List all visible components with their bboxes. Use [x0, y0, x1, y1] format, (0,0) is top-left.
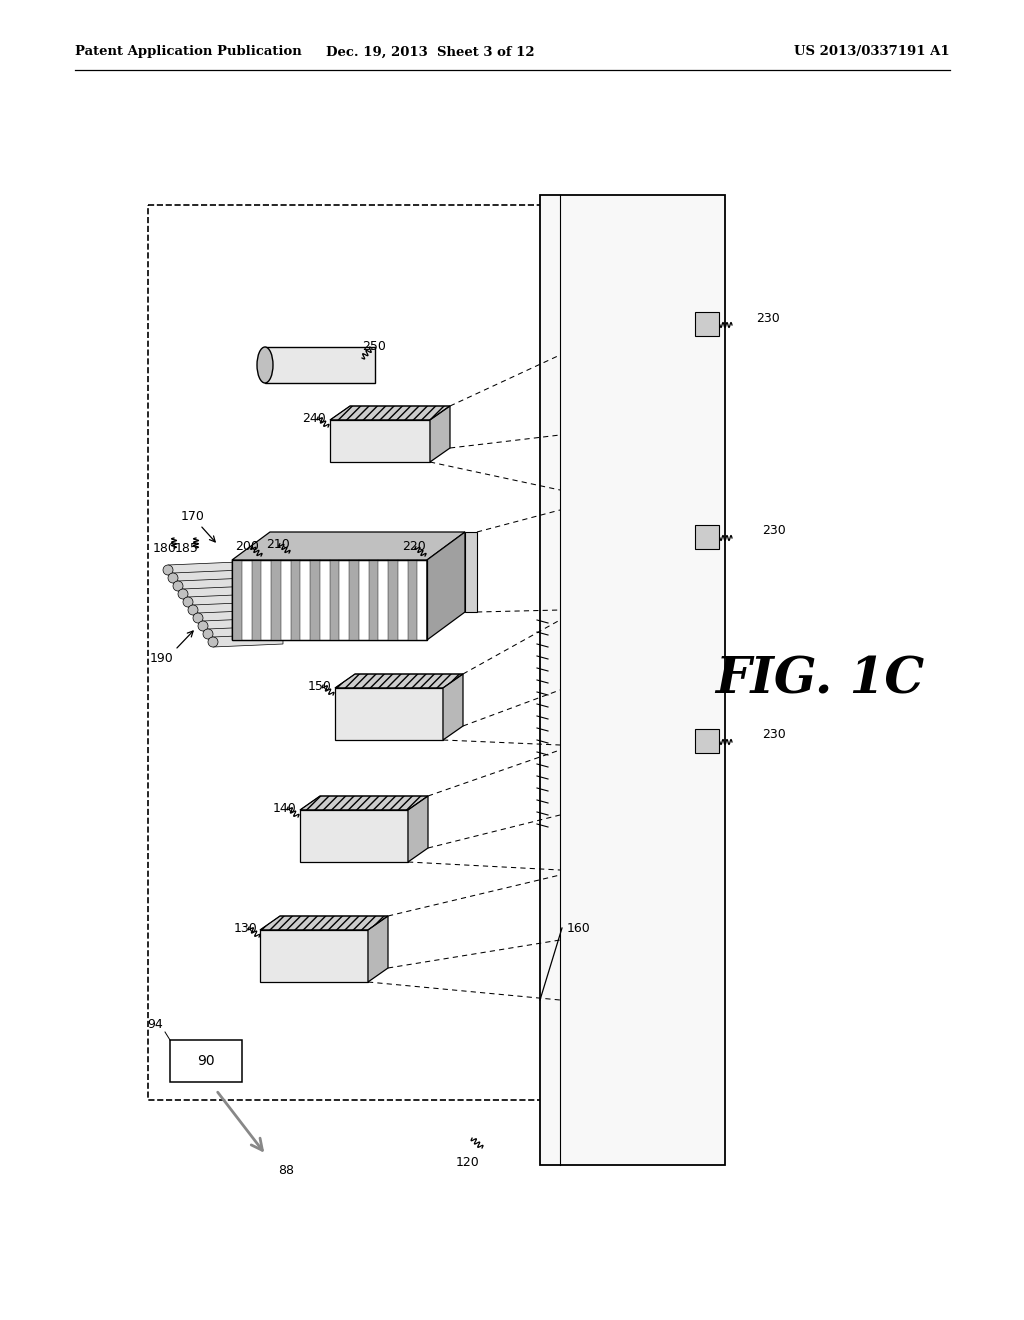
FancyBboxPatch shape — [695, 312, 719, 337]
Polygon shape — [368, 916, 388, 982]
Ellipse shape — [163, 565, 173, 576]
Polygon shape — [330, 407, 450, 420]
FancyBboxPatch shape — [695, 729, 719, 752]
Text: 240: 240 — [302, 412, 326, 425]
Polygon shape — [430, 407, 450, 462]
Text: 180: 180 — [153, 541, 177, 554]
Polygon shape — [310, 560, 319, 640]
Polygon shape — [408, 560, 417, 640]
Polygon shape — [271, 560, 281, 640]
Polygon shape — [260, 916, 388, 931]
Text: FIG. 1C: FIG. 1C — [716, 656, 925, 705]
Text: 130: 130 — [234, 921, 258, 935]
Polygon shape — [203, 618, 273, 631]
Text: Patent Application Publication: Patent Application Publication — [75, 45, 302, 58]
Polygon shape — [300, 796, 428, 810]
Polygon shape — [300, 810, 408, 862]
Text: 94: 94 — [147, 1019, 163, 1031]
Ellipse shape — [208, 638, 218, 647]
Polygon shape — [388, 560, 397, 640]
Polygon shape — [265, 347, 375, 383]
Polygon shape — [335, 688, 443, 741]
Polygon shape — [168, 562, 238, 576]
Polygon shape — [252, 560, 261, 640]
Polygon shape — [208, 626, 278, 639]
Text: 170: 170 — [181, 511, 205, 524]
Text: 210: 210 — [266, 537, 290, 550]
Text: 220: 220 — [402, 540, 426, 553]
Text: 230: 230 — [756, 312, 779, 325]
Polygon shape — [178, 578, 248, 591]
Polygon shape — [232, 560, 427, 640]
Polygon shape — [232, 560, 242, 640]
Polygon shape — [330, 420, 430, 462]
Ellipse shape — [178, 589, 188, 599]
Ellipse shape — [188, 605, 198, 615]
Polygon shape — [427, 532, 465, 640]
Ellipse shape — [183, 597, 193, 607]
Polygon shape — [335, 675, 463, 688]
Polygon shape — [188, 594, 258, 607]
Polygon shape — [369, 560, 378, 640]
Polygon shape — [193, 602, 263, 615]
FancyBboxPatch shape — [695, 525, 719, 549]
Text: 230: 230 — [762, 729, 785, 742]
Text: 230: 230 — [762, 524, 785, 536]
Text: 140: 140 — [273, 801, 297, 814]
Polygon shape — [232, 532, 465, 560]
Polygon shape — [540, 195, 725, 1166]
Text: 185: 185 — [175, 541, 199, 554]
Polygon shape — [349, 560, 358, 640]
Polygon shape — [183, 586, 253, 599]
Text: 90: 90 — [198, 1053, 215, 1068]
Text: 88: 88 — [278, 1163, 294, 1176]
Polygon shape — [291, 560, 300, 640]
Text: 160: 160 — [567, 921, 591, 935]
Text: US 2013/0337191 A1: US 2013/0337191 A1 — [795, 45, 950, 58]
Text: 250: 250 — [362, 341, 386, 354]
Ellipse shape — [173, 581, 183, 591]
Ellipse shape — [193, 612, 203, 623]
FancyBboxPatch shape — [170, 1040, 242, 1082]
Polygon shape — [330, 560, 339, 640]
Polygon shape — [465, 532, 477, 612]
Polygon shape — [213, 634, 283, 647]
Polygon shape — [173, 570, 243, 583]
Text: Dec. 19, 2013  Sheet 3 of 12: Dec. 19, 2013 Sheet 3 of 12 — [326, 45, 535, 58]
Ellipse shape — [257, 347, 273, 383]
Text: 120: 120 — [456, 1155, 480, 1168]
Text: 150: 150 — [308, 680, 332, 693]
Ellipse shape — [203, 630, 213, 639]
Ellipse shape — [168, 573, 178, 583]
Polygon shape — [443, 675, 463, 741]
Polygon shape — [260, 931, 368, 982]
Text: 190: 190 — [151, 652, 174, 664]
Polygon shape — [198, 610, 268, 623]
Ellipse shape — [198, 620, 208, 631]
Polygon shape — [408, 796, 428, 862]
Text: 200: 200 — [236, 540, 259, 553]
